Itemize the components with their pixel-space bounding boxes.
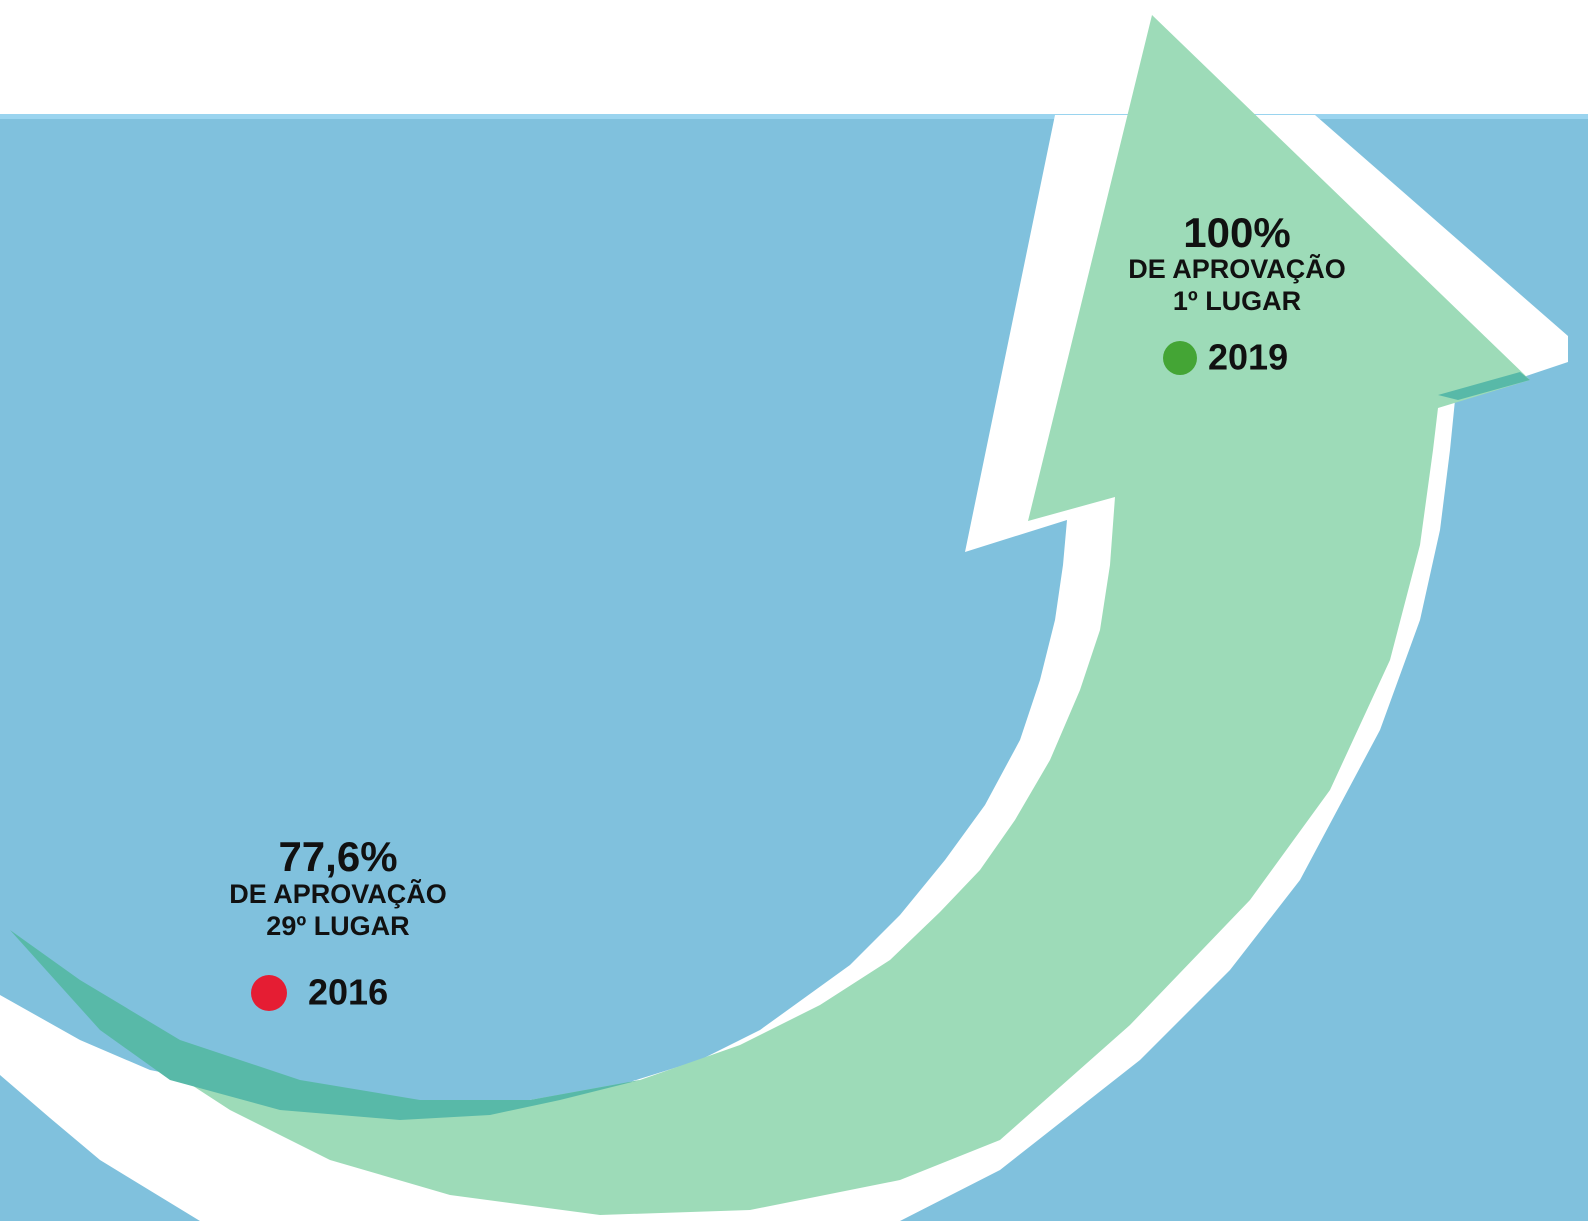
milestone-value: 100% [1183,209,1290,256]
arrow-edge [1438,372,1530,400]
year-dot [1163,341,1197,375]
year-dot [251,975,287,1011]
milestone-year: 2019 [1208,337,1288,378]
panel-edge [0,114,1588,119]
milestone-line: 29º LUGAR [266,911,409,941]
milestone-year: 2016 [308,972,388,1013]
arrow [130,15,1530,1215]
milestone-line: DE APROVAÇÃO [1128,253,1346,284]
milestone-value: 77,6% [278,833,397,880]
milestone-line: 1º LUGAR [1173,286,1301,316]
arrow-tail [10,930,640,1120]
milestone-line: DE APROVAÇÃO [229,878,447,909]
